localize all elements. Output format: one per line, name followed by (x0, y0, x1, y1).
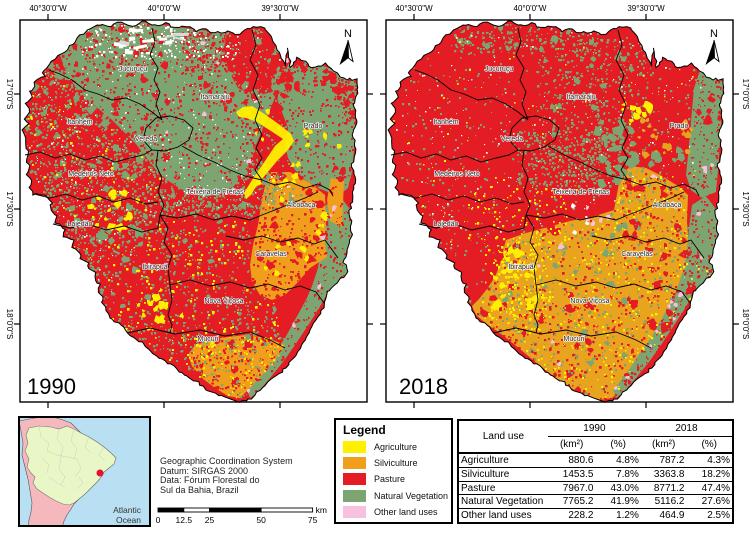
svg-text:Nova Viçosa: Nova Viçosa (570, 298, 609, 305)
svg-text:km: km (316, 505, 327, 515)
svg-text:40°30'0"W: 40°30'0"W (29, 4, 67, 13)
svg-text:Medeiros Neto: Medeiros Neto (68, 171, 114, 178)
svg-text:Vereda: Vereda (501, 136, 523, 143)
svg-text:Atlantic: Atlantic (113, 505, 142, 515)
svg-text:17°0'0"S: 17°0'0"S (741, 79, 750, 110)
svg-text:17°30'0"S: 17°30'0"S (5, 191, 14, 226)
svg-text:18°0'0"S: 18°0'0"S (5, 309, 14, 340)
svg-text:0: 0 (156, 515, 161, 525)
svg-text:Alcobaça: Alcobaça (287, 202, 316, 209)
svg-text:Ibirapuã: Ibirapuã (142, 264, 167, 271)
svg-text:12.5: 12.5 (176, 515, 193, 525)
svg-text:Lajedão: Lajedão (434, 221, 459, 228)
svg-text:Teixeira de Freitas: Teixeira de Freitas (552, 189, 610, 196)
svg-text:Prado: Prado (670, 123, 689, 130)
svg-text:Nova Viçosa: Nova Viçosa (204, 298, 243, 305)
svg-text:25: 25 (205, 515, 215, 525)
svg-text:Jucuruçu: Jucuruçu (119, 66, 148, 73)
svg-text:Medeiros Neto: Medeiros Neto (434, 171, 480, 178)
svg-text:40°0'0"W: 40°0'0"W (148, 4, 181, 13)
svg-text:N: N (344, 28, 352, 40)
svg-text:50: 50 (256, 515, 266, 525)
svg-text:Itanhém: Itanhém (67, 119, 92, 126)
svg-text:Mucuri: Mucuri (563, 336, 584, 343)
svg-text:Jucuruçu: Jucuruçu (485, 66, 514, 73)
svg-text:40°30'0"W: 40°30'0"W (395, 4, 433, 13)
svg-text:1990: 1990 (27, 374, 76, 399)
svg-text:Teixeira de Freitas: Teixeira de Freitas (186, 189, 244, 196)
svg-text:Lajedão: Lajedão (68, 221, 93, 228)
svg-text:18°0'0"S: 18°0'0"S (741, 309, 750, 340)
svg-text:Alcobaça: Alcobaça (653, 202, 682, 209)
svg-text:N: N (710, 28, 718, 40)
svg-text:Ocean: Ocean (116, 515, 141, 525)
svg-text:Caravelas: Caravelas (621, 251, 653, 258)
svg-text:Itanhém: Itanhém (433, 119, 458, 126)
svg-text:2018: 2018 (399, 374, 448, 399)
svg-text:40°0'0"W: 40°0'0"W (514, 4, 547, 13)
svg-text:39°30'0"W: 39°30'0"W (627, 4, 665, 13)
svg-text:75: 75 (308, 515, 318, 525)
svg-text:Vereda: Vereda (135, 136, 157, 143)
svg-text:17°0'0"S: 17°0'0"S (5, 79, 14, 110)
svg-text:39°30'0"W: 39°30'0"W (261, 4, 299, 13)
svg-text:Mucuri: Mucuri (197, 336, 218, 343)
svg-text:Itamaraju: Itamaraju (566, 94, 595, 101)
svg-text:Itamaraju: Itamaraju (200, 94, 229, 101)
svg-text:Caravelas: Caravelas (255, 251, 287, 258)
svg-text:Ibirapuã: Ibirapuã (508, 264, 533, 271)
svg-text:17°30'0"S: 17°30'0"S (741, 191, 750, 226)
svg-text:Prado: Prado (304, 123, 323, 130)
